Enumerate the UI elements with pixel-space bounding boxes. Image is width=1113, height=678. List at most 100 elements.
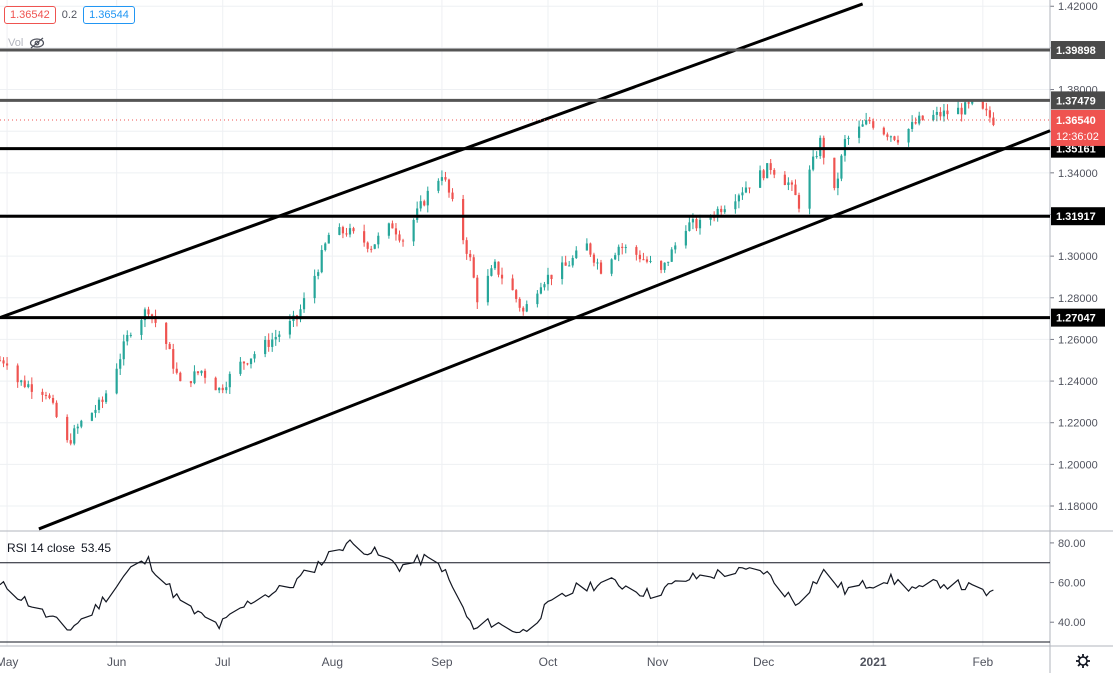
candle [886, 134, 889, 137]
candle [69, 440, 72, 444]
candle [189, 381, 193, 384]
candle [635, 247, 638, 255]
candle [684, 230, 687, 246]
candle [23, 380, 26, 387]
candle [773, 170, 776, 175]
candle [447, 179, 451, 193]
x-tick-label: Sep [431, 655, 453, 669]
candle [469, 253, 472, 258]
x-tick-label: Dec [753, 655, 774, 669]
candle [150, 314, 154, 317]
candle [0, 360, 2, 362]
candle [387, 223, 390, 236]
level-price-label: 1.37479 [1056, 95, 1096, 107]
rsi-tick-label: 80.00 [1058, 538, 1086, 550]
candle [663, 262, 666, 270]
gear-icon[interactable] [1076, 654, 1090, 668]
candle [744, 187, 748, 193]
candle [126, 335, 129, 342]
candle [624, 247, 627, 249]
candle [377, 235, 380, 245]
candle [939, 111, 942, 117]
y-tick-label: 1.24000 [1058, 376, 1098, 388]
candle [836, 178, 839, 189]
ask-price-button[interactable]: 1.36544 [83, 6, 135, 24]
candle [80, 420, 83, 427]
candle [253, 354, 256, 359]
candle [288, 320, 291, 335]
candle [660, 260, 663, 270]
candle [769, 163, 772, 171]
candle [490, 268, 493, 276]
candle [48, 395, 51, 399]
trendline-1[interactable] [38, 129, 1051, 531]
level-price-label: 1.27047 [1056, 313, 1096, 325]
candle [695, 219, 698, 229]
level-price-tag [1051, 41, 1105, 60]
candle [267, 339, 270, 347]
candle [154, 316, 157, 323]
rsi-tick-label: 60.00 [1058, 578, 1086, 590]
candle [812, 156, 815, 170]
trendline-0[interactable] [0, 2, 864, 319]
candle [762, 170, 765, 179]
candle [317, 272, 320, 276]
candle [412, 219, 415, 242]
y-tick-label: 1.26000 [1058, 334, 1098, 346]
candle [932, 114, 935, 120]
candle [988, 110, 991, 118]
rsi-title: RSI 14 close [7, 541, 76, 555]
candle [129, 334, 132, 336]
candle [515, 290, 518, 299]
vol-label: Vol [8, 37, 24, 49]
spread-value: 0.2 [61, 9, 78, 21]
x-tick-label: Oct [539, 655, 558, 669]
candle [698, 219, 702, 229]
eye-slash-icon[interactable] [29, 37, 45, 49]
candle [511, 278, 514, 291]
candle [299, 309, 302, 320]
x-tick-label: May [0, 655, 18, 669]
candle [30, 384, 33, 392]
bid-price-button[interactable]: 1.36542 [4, 6, 56, 24]
candle [101, 399, 104, 402]
candle [960, 107, 963, 115]
candle [55, 402, 58, 417]
x-tick-label: Feb [972, 655, 993, 669]
candle [592, 254, 596, 263]
candle [550, 274, 553, 280]
candle [465, 240, 468, 254]
candle [971, 100, 974, 104]
candle [90, 412, 94, 421]
candle [914, 122, 917, 124]
y-tick-label: 1.28000 [1058, 293, 1098, 305]
candle [225, 387, 228, 391]
candle [720, 208, 723, 213]
current-price-label: 1.36540 [1056, 115, 1096, 127]
candle [41, 391, 44, 395]
candle [942, 110, 946, 117]
candle [271, 339, 274, 347]
candle [911, 122, 914, 129]
candle [741, 192, 744, 196]
candle [564, 262, 567, 266]
candle [674, 245, 677, 250]
candle [964, 102, 967, 115]
candle [759, 170, 762, 188]
candle [416, 208, 419, 220]
y-tick-label: 1.30000 [1058, 251, 1098, 263]
candle [249, 358, 253, 365]
candle [833, 157, 836, 189]
x-tick-label: Nov [647, 655, 668, 669]
candle [320, 250, 323, 273]
candle [193, 371, 196, 384]
candle [522, 307, 525, 312]
candle [893, 136, 896, 140]
candle [691, 219, 695, 223]
x-tick-label: Aug [322, 655, 343, 669]
candle [486, 275, 489, 303]
candle [440, 177, 444, 181]
candle [394, 228, 398, 235]
